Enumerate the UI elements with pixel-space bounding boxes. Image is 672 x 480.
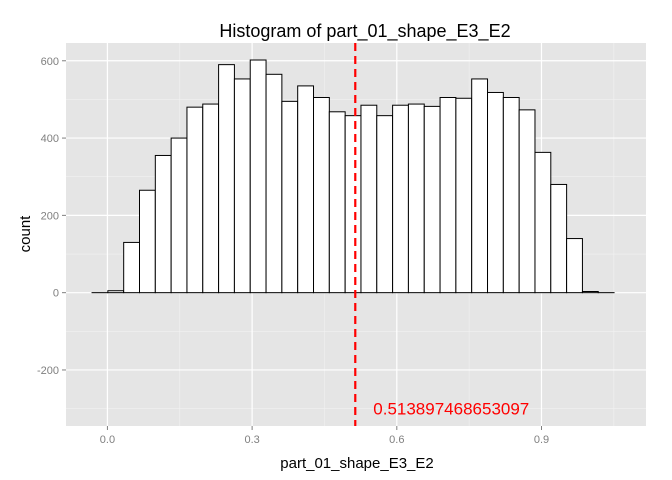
y-tick-label: 200 — [41, 210, 59, 222]
x-axis-title: part_01_shape_E3_E2 — [280, 455, 433, 472]
histogram-bar — [439, 96, 457, 294]
histogram-bar — [455, 97, 473, 294]
histogram-bar — [376, 115, 394, 294]
histogram-bar — [566, 238, 583, 294]
histogram-bar — [423, 105, 441, 294]
histogram-bar — [202, 103, 220, 294]
y-tick-label: 600 — [41, 56, 59, 68]
y-tick-label: -200 — [37, 365, 59, 377]
y-axis-title: count — [17, 215, 34, 253]
histogram-bar — [550, 183, 568, 294]
x-axis-ticks: 0.0 0.3 0.6 0.9 — [100, 426, 549, 446]
histogram-bar — [328, 111, 346, 294]
histogram-bar — [218, 64, 235, 294]
histogram-bar — [265, 73, 283, 294]
histogram-bar — [487, 91, 504, 294]
x-tick-label: 0.9 — [534, 434, 549, 446]
histogram-bar — [123, 241, 141, 294]
y-axis-ticks: -200 0 200 400 600 — [37, 56, 66, 377]
histogram-bar — [233, 78, 251, 294]
y-tick-label: 400 — [41, 133, 59, 145]
histogram-bar — [360, 104, 378, 294]
histogram-bar — [154, 154, 172, 294]
histogram-bar — [471, 78, 489, 294]
y-tick-label: 0 — [53, 288, 59, 300]
histogram-bar — [407, 103, 425, 294]
histogram-bar — [518, 109, 536, 294]
histogram-bars — [91, 59, 615, 294]
histogram-bar — [313, 96, 330, 294]
histogram-bar — [170, 137, 188, 294]
histogram-bar — [249, 59, 267, 294]
histogram-bar — [281, 100, 299, 294]
x-tick-label: 0.3 — [244, 434, 259, 446]
histogram-bar — [107, 290, 125, 294]
histogram-bar — [297, 85, 315, 294]
histogram-bar — [344, 115, 362, 294]
x-tick-label: 0.6 — [389, 434, 404, 446]
histogram-bar — [534, 151, 552, 294]
histogram-bar — [186, 106, 204, 294]
histogram-bar — [581, 291, 599, 294]
mean-reference-label: 0.513897468653097 — [373, 400, 529, 419]
x-tick-label: 0.0 — [100, 434, 115, 446]
histogram-bar — [139, 189, 156, 294]
histogram-bar — [502, 96, 520, 294]
histogram-bar — [392, 104, 409, 294]
chart-title: Histogram of part_01_shape_E3_E2 — [219, 21, 510, 42]
